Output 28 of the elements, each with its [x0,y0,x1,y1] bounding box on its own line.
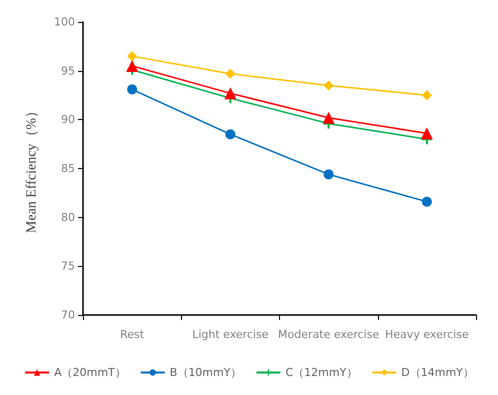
point [422,90,432,100]
x-tick-label: Rest [120,328,145,341]
legend-label: A（20mmT） [54,366,126,379]
point [324,169,334,180]
legend-label: B（10mmY） [170,366,242,379]
point [224,87,236,100]
y-tick-label: 85 [61,162,75,175]
point [322,112,335,124]
point [420,127,433,140]
x-tick-label: Heavy exercise [385,328,469,341]
point [127,51,138,62]
y-tick-label: 75 [61,260,75,273]
y-axis-title: Mean Effciency（%） [24,104,40,234]
point [126,60,138,72]
point [225,68,236,79]
x-tick-label: Light exercise [192,328,269,341]
x-tick-label: Moderate exercise [278,328,380,341]
y-tick-label: 70 [61,308,75,322]
y-tick-label: 80 [61,210,75,224]
y-tick-label: 95 [61,64,75,78]
legend-label: C（12mmY） [285,366,358,379]
legend-label: D（14mmY） [401,366,474,379]
point [127,84,138,94]
point [422,196,432,207]
y-tick-label: 100 [54,16,75,28]
y-tick-label: 90 [61,113,75,126]
point [324,80,334,90]
point [225,129,236,140]
